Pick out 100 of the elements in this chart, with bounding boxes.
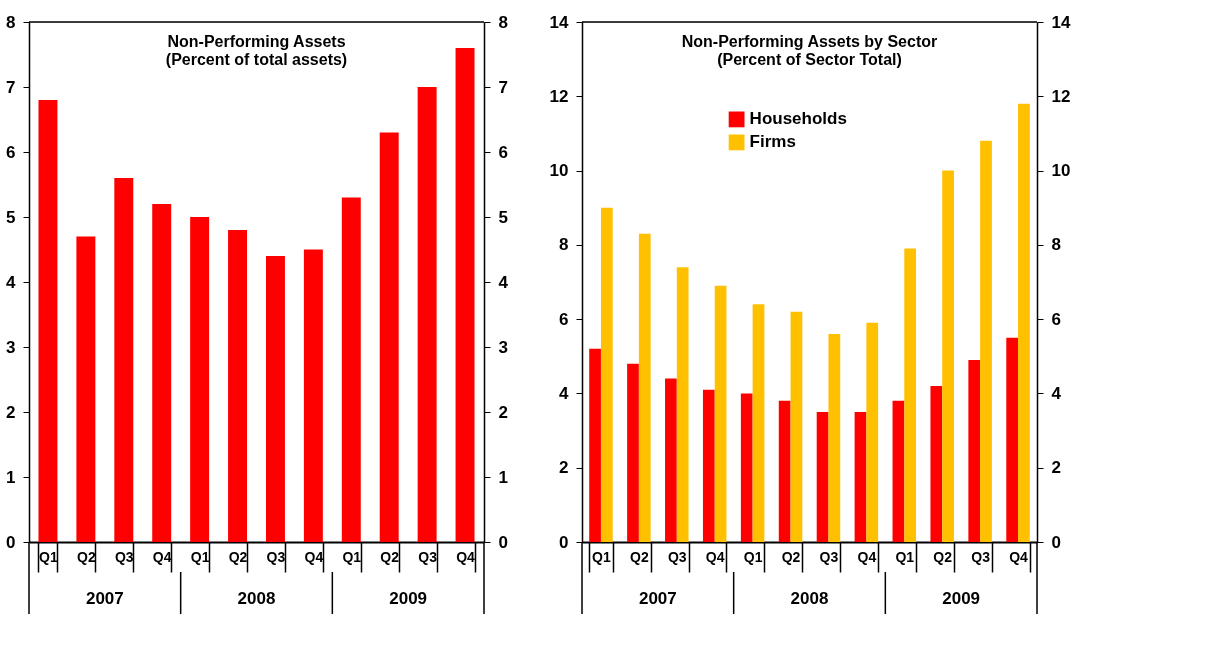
bar	[790, 311, 803, 542]
y-tick-label: 4	[559, 383, 570, 403]
y-tick-label: 5	[6, 207, 16, 227]
text: 2009	[389, 589, 428, 608]
bar	[228, 230, 248, 542]
y-tick-label: 3	[6, 337, 16, 357]
text: 2007	[638, 589, 677, 608]
y-tick-label: 8	[559, 235, 569, 255]
bar	[152, 204, 172, 542]
bar	[379, 132, 399, 542]
bar	[980, 140, 992, 542]
bar	[1006, 337, 1019, 542]
bar	[341, 197, 361, 542]
bar	[904, 248, 917, 542]
y2-tick-label: 8	[1051, 235, 1061, 255]
bar	[114, 178, 134, 542]
x-tick-label: Q4	[456, 548, 476, 565]
y-tick-label: 6	[6, 142, 16, 162]
bar	[190, 217, 210, 542]
y2-tick-label: 1	[498, 467, 508, 487]
bar	[303, 249, 323, 542]
y-tick-label: 12	[549, 86, 569, 106]
y2-tick-label: 12	[1051, 86, 1071, 106]
y2-tick-label: 10	[1051, 161, 1071, 181]
x-tick-label: Q1	[39, 548, 58, 565]
bar	[854, 412, 867, 542]
y-tick-label: 1	[6, 467, 16, 487]
bar	[816, 412, 829, 542]
x-tick-label: Q4	[1009, 548, 1029, 565]
x-tick-label: Q4	[857, 548, 877, 565]
x-tick-label: Q2	[781, 548, 801, 565]
bar	[665, 378, 677, 542]
x-tick-label: Q4	[705, 548, 725, 565]
y2-tick-label: 4	[498, 272, 509, 292]
bar	[714, 285, 727, 542]
y-tick-label: 0	[559, 532, 569, 552]
y-tick-label: 2	[559, 458, 569, 478]
y-tick-label: 4	[6, 272, 17, 292]
y2-tick-label: 3	[498, 337, 508, 357]
x-tick-label: Q1	[592, 548, 611, 565]
bar	[265, 256, 285, 542]
bar	[38, 100, 58, 542]
y2-tick-label: 5	[498, 207, 508, 227]
bar	[892, 400, 905, 542]
y2-tick-label: 8	[498, 12, 508, 32]
y2-tick-label: 0	[1051, 532, 1061, 552]
x-tick-label: Q3	[266, 548, 286, 565]
bar	[417, 87, 437, 542]
x-tick-label: Q1	[342, 548, 362, 565]
bar	[930, 386, 943, 542]
bar	[1018, 103, 1030, 542]
x-tick-label: Q1	[190, 548, 210, 565]
y2-tick-label: 6	[498, 142, 508, 162]
bar	[968, 360, 981, 542]
x-tick-label: Q3	[114, 548, 134, 565]
text: Non-Performing Assets (Percent of total assets)	[165, 33, 348, 68]
y-tick-label: 0	[6, 532, 16, 552]
y-tick-label: 6	[559, 309, 569, 329]
text: Non-Performing Assets by Sector (Percent of Sector Total)	[681, 33, 938, 68]
bar	[702, 389, 715, 542]
x-tick-label: Q1	[895, 548, 915, 565]
y2-tick-label: 6	[1051, 309, 1061, 329]
text: 2008	[237, 589, 276, 608]
bar	[76, 236, 96, 542]
bar	[589, 348, 601, 542]
bar	[600, 207, 613, 542]
x-tick-label: Q4	[304, 548, 324, 565]
x-tick-label: Q3	[971, 548, 991, 565]
bar	[455, 48, 475, 542]
legend-label: Firms	[749, 132, 796, 152]
bar	[676, 267, 689, 542]
bar	[740, 393, 753, 542]
y-tick-label: 14	[549, 12, 570, 32]
x-tick-label: Q2	[228, 548, 248, 565]
text: 2009	[942, 589, 981, 608]
bar	[638, 233, 651, 542]
y2-tick-label: 2	[1051, 458, 1061, 478]
y-tick-label: 2	[6, 402, 16, 422]
x-tick-label: Q3	[819, 548, 839, 565]
text: 2007	[85, 589, 124, 608]
x-tick-label: Q2	[933, 548, 953, 565]
y-tick-label: 7	[6, 77, 16, 97]
y-tick-label: 10	[549, 161, 569, 181]
legend-label: Households	[749, 109, 847, 129]
bar	[828, 334, 841, 542]
y2-tick-label: 7	[498, 77, 508, 97]
x-tick-label: Q2	[630, 548, 649, 565]
bar	[866, 322, 879, 542]
y-tick-label: 8	[6, 12, 16, 32]
x-tick-label: Q2	[77, 548, 96, 565]
x-tick-label: Q3	[418, 548, 438, 565]
y2-tick-label: 14	[1051, 12, 1071, 32]
y2-tick-label: 0	[498, 532, 508, 552]
x-tick-label: Q1	[743, 548, 763, 565]
x-tick-label: Q2	[380, 548, 400, 565]
y2-tick-label: 2	[498, 402, 508, 422]
x-tick-label: Q3	[667, 548, 687, 565]
y2-tick-label: 4	[1051, 383, 1062, 403]
x-tick-label: Q4	[152, 548, 172, 565]
bar	[942, 170, 954, 542]
